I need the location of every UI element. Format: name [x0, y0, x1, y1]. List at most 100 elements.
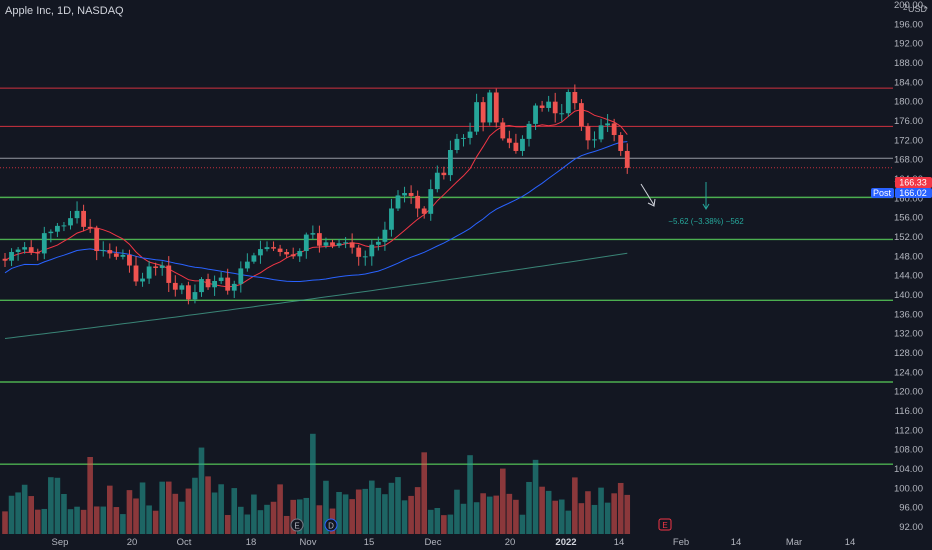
volume-bar	[146, 505, 152, 534]
event-markers[interactable]: E D E	[290, 518, 672, 532]
price-tick-label: 196.00	[894, 19, 923, 30]
candle-body	[487, 92, 493, 123]
candle-body	[323, 242, 329, 246]
volume-bar	[552, 500, 558, 534]
candle-body	[186, 285, 191, 300]
candle-body	[74, 210, 80, 219]
volume-bar	[251, 494, 257, 534]
symbol-title[interactable]: Apple Inc, 1D, NASDAQ	[5, 5, 124, 17]
scale-settings-icon[interactable]: ⌃	[922, 5, 930, 15]
candle-body	[35, 252, 41, 254]
candle-body	[605, 123, 610, 126]
candle-body	[415, 195, 421, 209]
volume-bar	[198, 447, 205, 534]
currency-label: USD	[908, 4, 928, 14]
time-tick-label: 14	[845, 537, 856, 548]
upcoming-earnings-marker-icon[interactable]	[658, 518, 672, 531]
price-tick-label: 112.00	[895, 425, 923, 436]
volume-bar	[74, 506, 80, 534]
candle-body	[500, 122, 506, 139]
volume-bar	[611, 493, 617, 534]
volume-bar	[565, 510, 572, 534]
price-tick-label: 200.00	[894, 0, 923, 11]
volume-bar	[375, 487, 382, 534]
price-tick-label: 104.00	[894, 464, 923, 475]
price-scale[interactable]: 2 USD 200.00 196.00 192.00 188.00 184.00 180.…	[871, 0, 932, 550]
dividend-marker-icon[interactable]	[324, 518, 338, 532]
candle-body	[41, 233, 47, 254]
candle-body	[356, 247, 362, 257]
candle-body	[231, 283, 237, 291]
candle-body	[474, 102, 479, 132]
time-scale[interactable]: Sep 20 Oct 18 Nov 15 Dec 20 2022 14 Feb 14 Mar 14	[52, 537, 856, 548]
time-tick-label: 14	[614, 537, 625, 548]
volume-bar	[447, 514, 454, 534]
candle-body	[375, 241, 381, 245]
projection-arrowhead	[647, 198, 656, 207]
candle-body	[493, 92, 499, 123]
candle-body	[251, 255, 257, 262]
volume-bar	[238, 506, 244, 534]
volume-bar	[133, 498, 139, 534]
candle-body	[572, 92, 578, 104]
volume-bar	[506, 493, 513, 534]
price-ticks: 200.00 196.00 192.00 188.00 184.00 180.00 176.…	[894, 0, 923, 533]
candle-body	[258, 249, 263, 256]
volume-bar	[349, 499, 355, 534]
post-price-tag: 166.02	[899, 188, 927, 198]
price-tick-label: 96.00	[899, 503, 923, 514]
volume-bar	[408, 495, 414, 534]
candle-body	[133, 265, 139, 282]
time-tick-label: Nov	[300, 537, 317, 548]
volume-bar	[231, 488, 238, 534]
volume-bar	[342, 494, 349, 534]
volume-bar	[113, 507, 120, 534]
price-tick-label: 184.00	[894, 77, 923, 88]
projection-arrow-diagonal[interactable]	[640, 183, 655, 206]
volume-bar	[604, 502, 611, 534]
volume-bar	[382, 494, 388, 534]
projection-drawing[interactable]: −5.62 (−3.38%) −562	[640, 182, 744, 226]
volume-bar	[434, 507, 441, 534]
earnings-marker-icon[interactable]	[290, 518, 304, 532]
candle-body	[513, 142, 519, 151]
time-tick-label: 20	[505, 537, 516, 548]
volume-bar	[41, 508, 48, 534]
candle-body	[441, 172, 447, 176]
volume-bar	[355, 489, 362, 534]
candle-body	[611, 123, 617, 136]
candle-body	[598, 125, 604, 140]
candle-body	[166, 265, 172, 283]
volume-bar	[205, 476, 211, 534]
candle-body	[290, 254, 296, 257]
time-tick-label: 14	[731, 537, 742, 548]
candlesticks	[2, 84, 630, 305]
volume-bar	[401, 500, 408, 534]
volume-bar	[152, 510, 159, 534]
time-tick-label: Oct	[177, 537, 192, 548]
price-tick-label: 168.00	[894, 155, 923, 166]
volume-bar	[578, 503, 585, 534]
volume-bar	[61, 493, 67, 534]
candle-body	[310, 233, 316, 235]
candle-body	[100, 250, 106, 252]
time-tick-label: Dec	[425, 537, 442, 548]
dividend-marker-label: D	[328, 522, 334, 531]
candle-body	[244, 261, 250, 269]
candle-body	[559, 113, 565, 115]
horizontal-levels[interactable]	[0, 87, 893, 465]
candle-body	[624, 150, 630, 168]
volume-bar	[395, 477, 401, 534]
candle-body	[330, 242, 335, 246]
earnings-marker-label: E	[294, 522, 299, 531]
candle-body	[225, 277, 231, 291]
candle-body	[153, 266, 159, 268]
projection-arrowhead-down	[702, 203, 710, 210]
volume-bar	[244, 514, 251, 534]
price-tick-label: 192.00	[894, 39, 923, 50]
price-tick-label: 116.00	[895, 406, 923, 417]
price-tick-label: 140.00	[894, 290, 923, 301]
candle-body	[297, 251, 303, 257]
candle-body	[317, 233, 322, 246]
